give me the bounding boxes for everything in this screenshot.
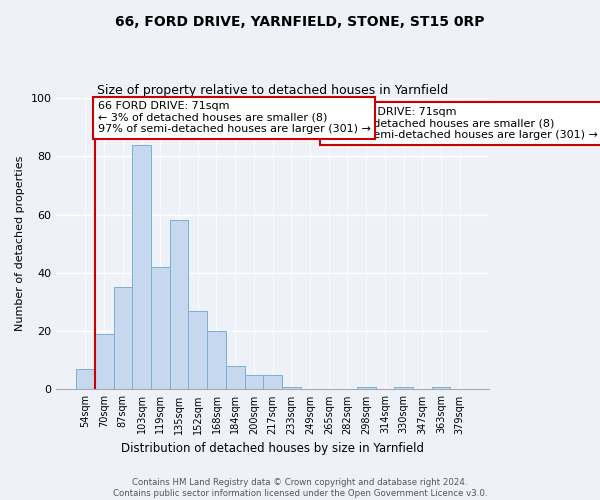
Bar (357, 386, 376, 390)
Text: 66, FORD DRIVE, YARNFIELD, STONE, ST15 0RP: 66, FORD DRIVE, YARNFIELD, STONE, ST15 0… (115, 15, 485, 29)
Bar (132, 145, 151, 390)
Bar (95, 334, 113, 390)
X-axis label: Distribution of detached houses by size in Yarnfield: Distribution of detached houses by size … (121, 442, 424, 455)
Bar (188, 311, 207, 390)
Bar (245, 375, 263, 390)
Text: 66 FORD DRIVE: 71sqm
← 3% of detached houses are smaller (8)
97% of semi-detache: 66 FORD DRIVE: 71sqm ← 3% of detached ho… (98, 101, 370, 134)
Y-axis label: Number of detached properties: Number of detached properties (15, 156, 25, 332)
Bar (76, 369, 95, 390)
Bar (432, 386, 451, 390)
Bar (151, 267, 170, 390)
Bar (226, 366, 245, 390)
Bar (394, 386, 413, 390)
Text: Contains HM Land Registry data © Crown copyright and database right 2024.
Contai: Contains HM Land Registry data © Crown c… (113, 478, 487, 498)
Text: 66 FORD DRIVE: 71sqm
← 3% of detached houses are smaller (8)
97% of semi-detache: 66 FORD DRIVE: 71sqm ← 3% of detached ho… (325, 107, 598, 140)
Title: Size of property relative to detached houses in Yarnfield: Size of property relative to detached ho… (97, 84, 448, 97)
Bar (170, 220, 188, 390)
Bar (263, 375, 282, 390)
Bar (113, 288, 132, 390)
Bar (282, 386, 301, 390)
Bar (207, 331, 226, 390)
